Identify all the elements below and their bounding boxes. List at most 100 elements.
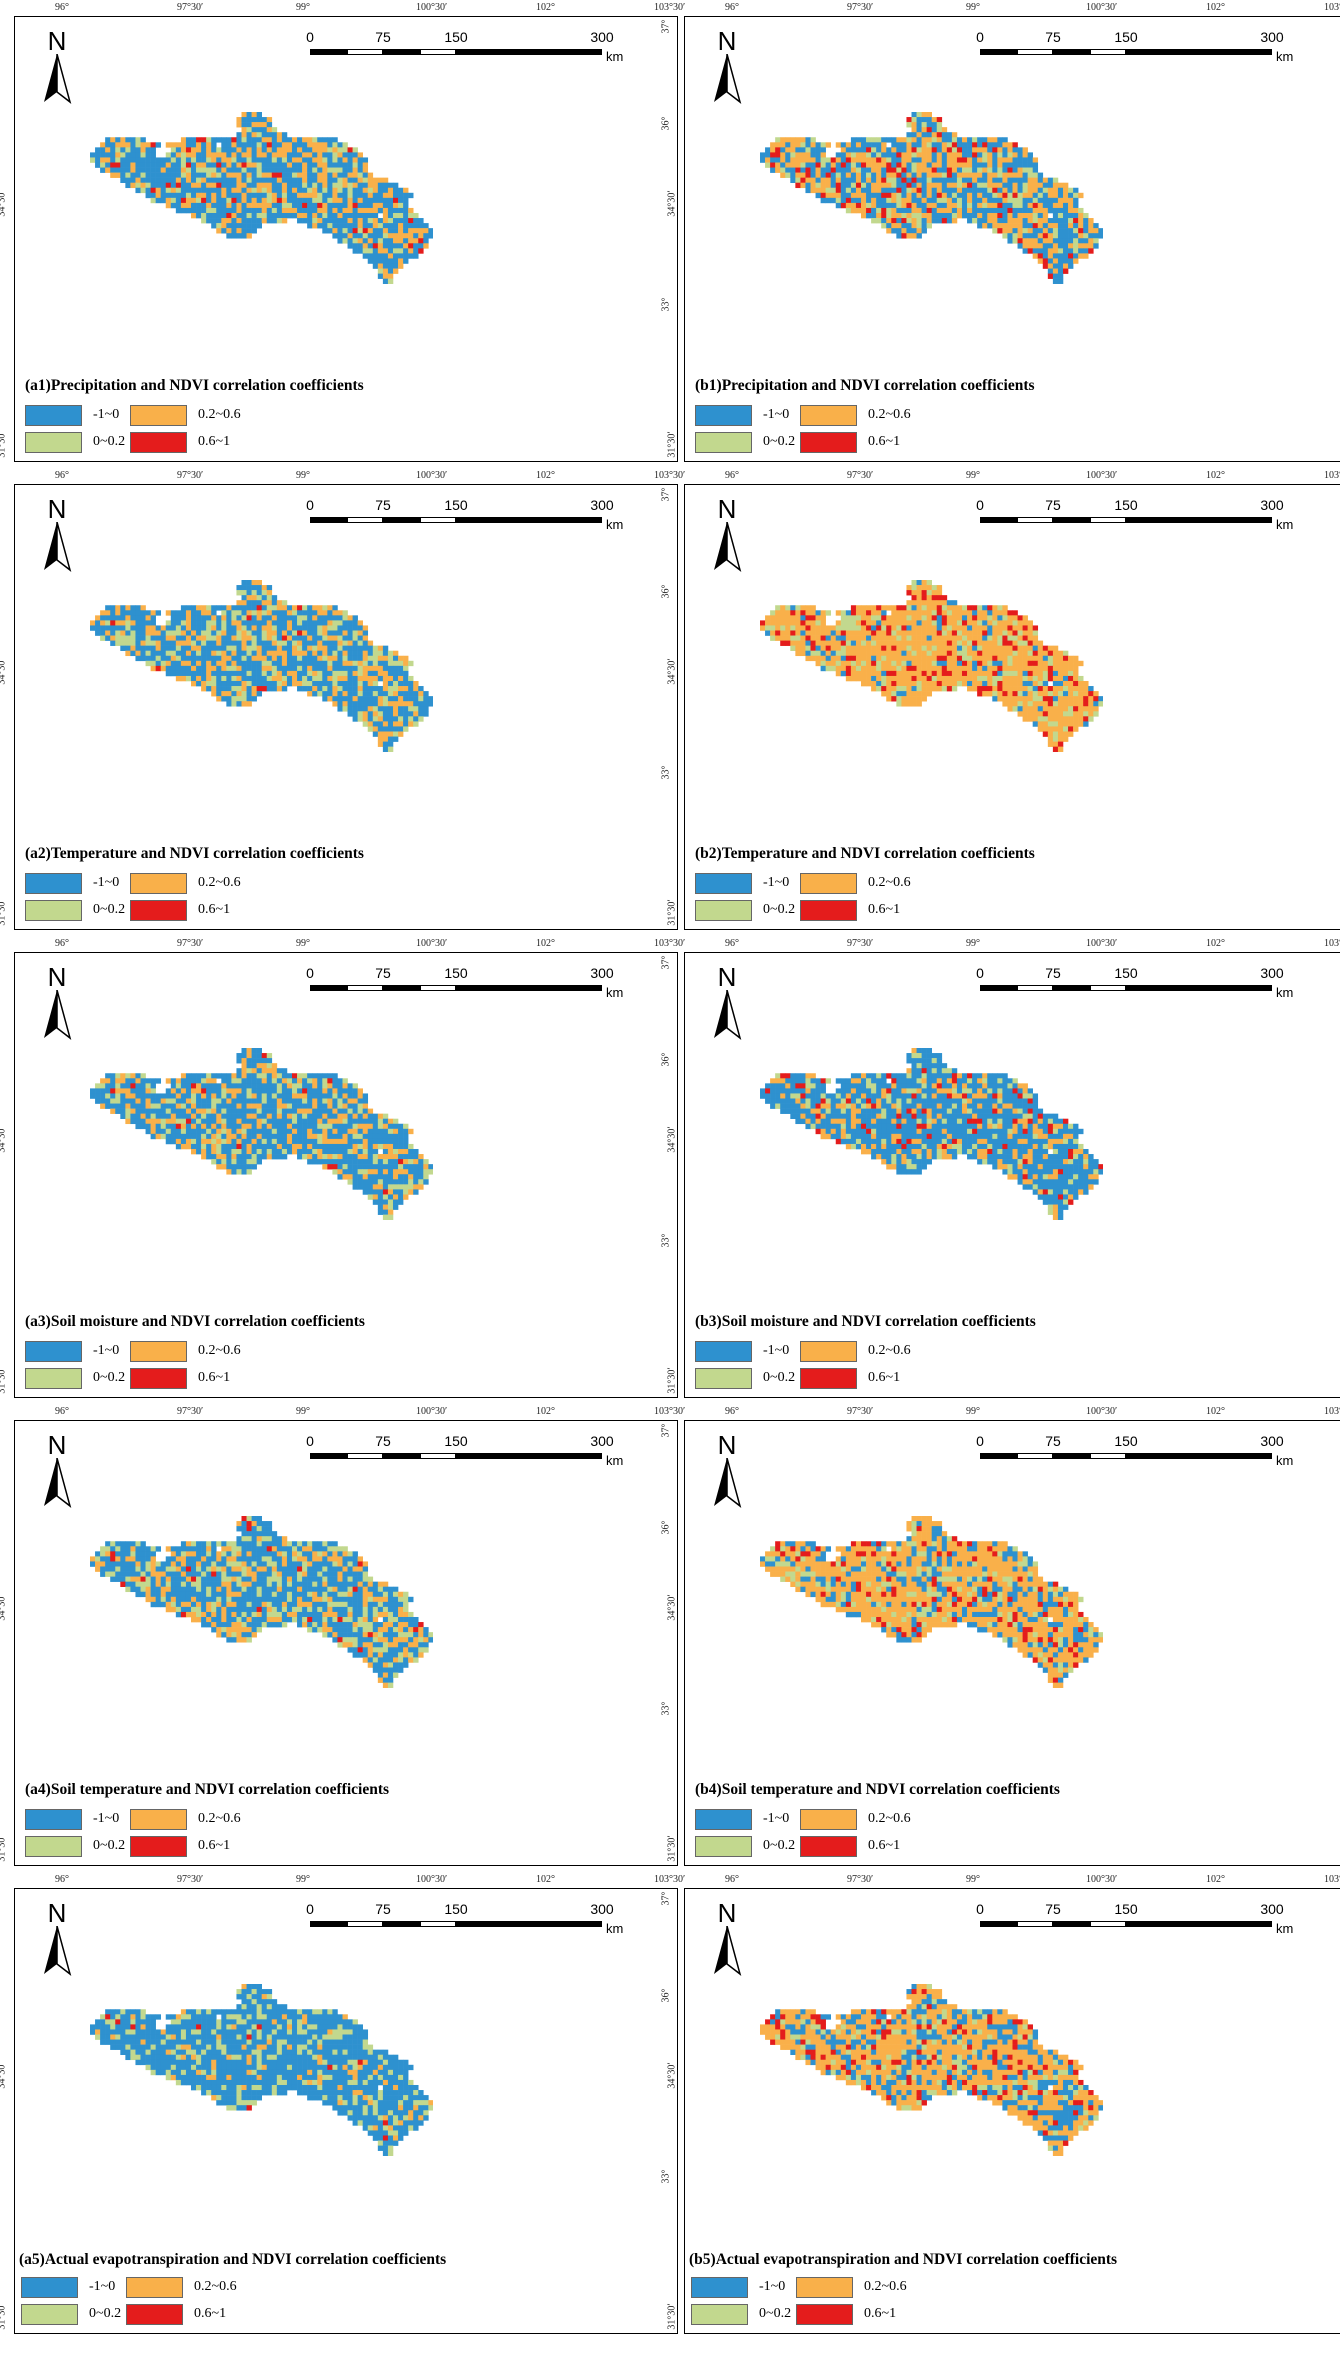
raster-cell xyxy=(256,665,262,672)
raster-cell xyxy=(896,167,902,173)
raster-cell xyxy=(327,137,333,143)
raster-cell xyxy=(850,207,857,214)
raster-cell xyxy=(987,207,993,214)
raster-cell xyxy=(175,152,182,158)
raster-cell xyxy=(861,660,867,667)
raster-cell xyxy=(297,162,303,168)
raster-cell xyxy=(140,610,146,616)
raster-cell xyxy=(1037,182,1044,189)
raster-cell xyxy=(408,716,414,722)
raster-cell xyxy=(372,263,379,269)
raster-cell xyxy=(216,1108,222,1114)
raster-cell xyxy=(845,142,852,148)
raster-cell xyxy=(297,635,303,641)
raster-cell xyxy=(931,187,938,194)
raster-cell xyxy=(125,152,131,158)
raster-cell xyxy=(332,172,338,178)
raster-cell xyxy=(211,1098,217,1104)
raster-cell xyxy=(982,218,988,224)
raster-cell xyxy=(105,1088,111,1094)
raster-cell xyxy=(362,243,369,249)
raster-cell xyxy=(855,660,862,667)
raster-cell xyxy=(206,630,212,636)
raster-cell xyxy=(901,202,907,209)
raster-cell xyxy=(251,1073,257,1079)
raster-cell xyxy=(987,630,993,636)
raster-cell xyxy=(1032,248,1039,254)
raster-cell xyxy=(785,610,791,616)
raster-cell xyxy=(1068,258,1074,264)
raster-cell xyxy=(1042,177,1049,183)
raster-cell xyxy=(317,665,323,672)
raster-cell xyxy=(307,197,313,204)
raster-cell xyxy=(1083,686,1089,692)
raster-cell xyxy=(896,218,902,224)
raster-cell xyxy=(926,595,932,601)
raster-cell xyxy=(312,670,318,677)
raster-cell xyxy=(926,675,932,682)
raster-cell xyxy=(226,645,232,651)
raster-cell xyxy=(403,701,409,707)
raster-cell xyxy=(175,1123,182,1130)
raster-cell xyxy=(377,726,384,732)
raster-cell xyxy=(211,177,217,183)
raster-cell xyxy=(916,142,922,148)
raster-cell xyxy=(982,645,988,651)
raster-cell xyxy=(191,1083,197,1089)
raster-cell xyxy=(352,152,358,158)
raster-cell xyxy=(1073,248,1079,254)
raster-cell xyxy=(135,142,141,148)
raster-cell xyxy=(231,187,237,194)
raster-cell xyxy=(135,167,141,173)
raster-cell xyxy=(221,1073,227,1079)
raster-cell xyxy=(362,660,369,667)
raster-cell xyxy=(1047,233,1054,239)
raster-cell xyxy=(251,132,257,138)
raster-cell xyxy=(185,625,192,631)
raster-cell xyxy=(382,696,389,702)
raster-cell xyxy=(312,142,318,148)
raster-cell xyxy=(946,665,953,672)
raster-cell xyxy=(1057,650,1064,657)
raster-cell xyxy=(236,132,242,138)
raster-cell xyxy=(861,640,867,646)
raster-cell xyxy=(322,1098,328,1104)
raster-cell xyxy=(1062,706,1069,712)
raster-cell xyxy=(266,1063,273,1069)
raster-cell xyxy=(1007,696,1013,702)
raster-cell xyxy=(180,660,187,667)
raster-cell xyxy=(332,615,338,621)
raster-cell xyxy=(1047,228,1054,234)
raster-cell xyxy=(347,691,353,697)
raster-cell xyxy=(886,218,892,224)
raster-cell xyxy=(367,238,374,244)
raster-cell xyxy=(377,731,384,737)
raster-cell xyxy=(967,686,973,692)
raster-cell xyxy=(165,610,172,616)
raster-cell xyxy=(170,1123,177,1130)
raster-cell xyxy=(1057,192,1064,199)
raster-cell xyxy=(337,691,343,697)
legend-label: -1~0 xyxy=(93,875,120,890)
raster-cell xyxy=(987,640,993,646)
raster-cell xyxy=(256,1118,262,1125)
raster-cell xyxy=(150,1078,156,1084)
raster-cell xyxy=(201,202,207,209)
raster-cell xyxy=(281,660,288,667)
raster-cell xyxy=(855,610,862,616)
raster-cell xyxy=(332,650,338,657)
raster-cell xyxy=(276,650,283,657)
raster-cell xyxy=(170,625,177,631)
raster-cell xyxy=(231,1083,237,1089)
raster-cell xyxy=(357,1123,363,1130)
raster-cell xyxy=(256,172,262,178)
raster-cell xyxy=(1037,716,1044,722)
raster-cell xyxy=(231,1123,237,1130)
raster-cell xyxy=(377,1123,384,1130)
raster-cell xyxy=(1012,625,1018,631)
raster-cell xyxy=(226,680,232,687)
scale-bar-segment xyxy=(1053,49,1090,55)
latitude-label: 36° xyxy=(0,585,2,599)
raster-cell xyxy=(291,1123,298,1130)
raster-cell xyxy=(211,207,217,214)
